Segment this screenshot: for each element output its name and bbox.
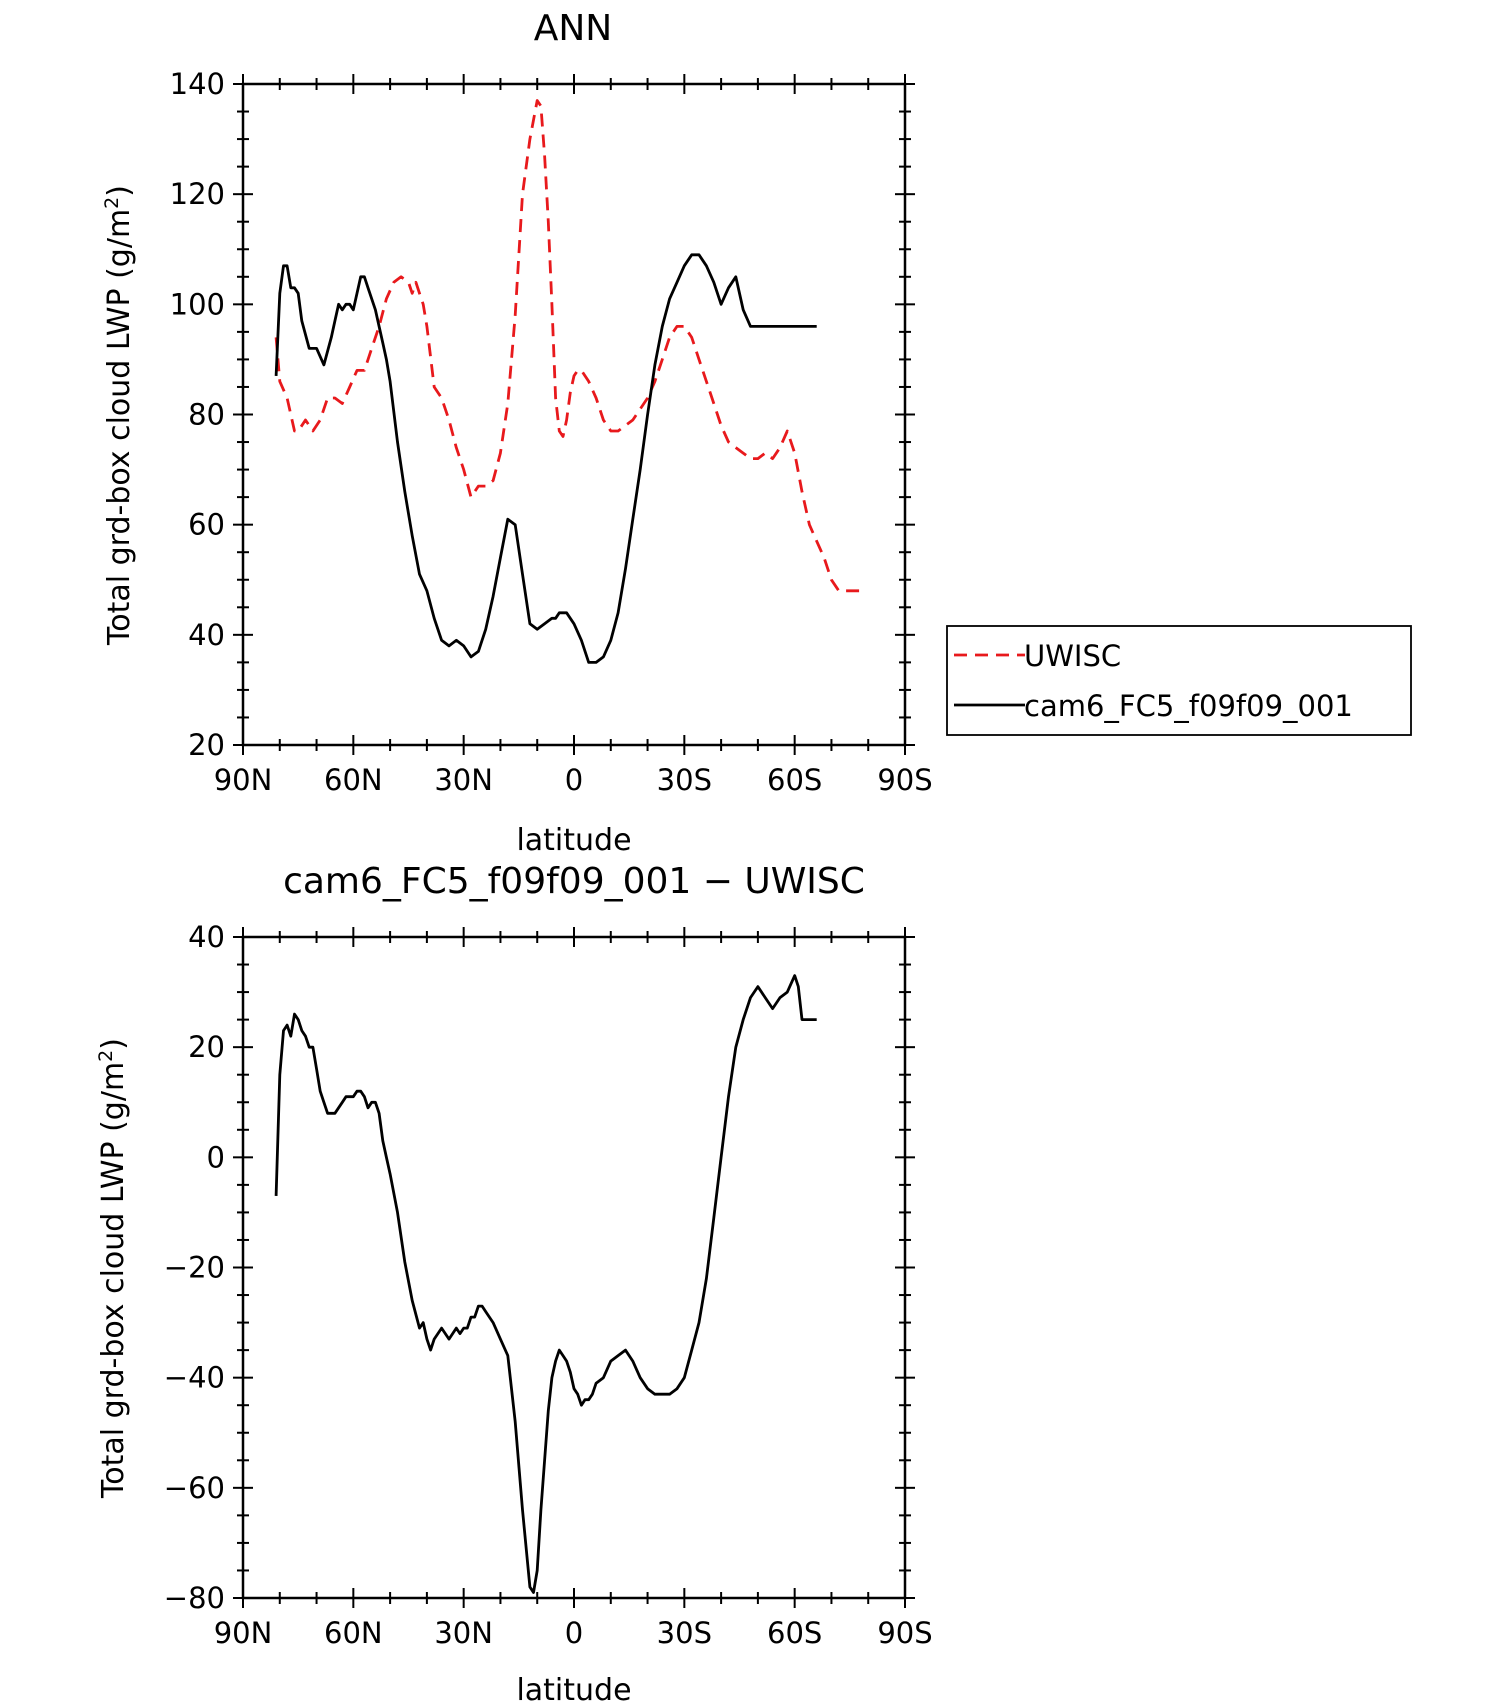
y-tick-label: 100 (170, 287, 225, 321)
chart-title: ANN (534, 8, 613, 49)
y-axis-label-superscript: 2 (95, 1050, 117, 1062)
legend: UWISC cam6_FC5_f09f09_001 (946, 625, 1412, 736)
x-tick-label: 90N (214, 1616, 273, 1650)
x-tick-label: 60N (324, 1616, 383, 1650)
y-tick-label: 40 (188, 920, 225, 954)
chart-title: cam6_FC5_f09f09_001 − UWISC (283, 861, 865, 902)
y-tick-label: 140 (170, 67, 225, 101)
svg-text:Total grd-box cloud LWP (g/m2): Total grd-box cloud LWP (g/m2) (101, 185, 137, 646)
chart-bottom: cam6_FC5_f09f09_001 − UWISC Total grd-bo… (95, 861, 933, 1702)
x-tick-label: 90N (214, 763, 273, 797)
y-tick-label: −20 (164, 1251, 225, 1285)
tick-labels: 90N 60N 30N 0 30S 60S 90S −80 −60 −40 −20 0 20 40 (164, 920, 933, 1650)
plot-frame (241, 935, 907, 1600)
tick-marks (233, 74, 915, 755)
chart-top: ANN Total grd-box cloud LWP (g/m2) 90N 60… (101, 8, 1412, 858)
series-layer (274, 974, 817, 1594)
legend-box (946, 625, 1412, 736)
x-tick-label: 60S (767, 763, 822, 797)
y-axis-label-end: ) (96, 1038, 131, 1050)
svg-text:Total grd-box cloud LWP (g/m2): Total grd-box cloud LWP (g/m2) (95, 1038, 131, 1499)
y-tick-label: 20 (188, 1030, 225, 1064)
y-tick-label: 0 (207, 1140, 225, 1174)
y-tick-label: 40 (188, 618, 225, 652)
y-axis-label: Total grd-box cloud LWP (g/m2) (101, 185, 137, 646)
x-tick-label: 90S (877, 763, 932, 797)
y-tick-label: 60 (188, 508, 225, 542)
series-line-cam6-fc5-f09f09-001 (274, 253, 817, 664)
y-axis-label-superscript: 2 (101, 197, 123, 209)
y-axis-label-main: Total grd-box cloud LWP (g/m (96, 1062, 131, 1499)
y-axis-label: Total grd-box cloud LWP (g/m2) (95, 1038, 131, 1499)
x-tick-label: 60N (324, 763, 383, 797)
y-tick-label: 20 (188, 728, 225, 762)
x-tick-label: 30S (657, 1616, 712, 1650)
x-tick-label: 0 (565, 763, 583, 797)
x-tick-label: 90S (877, 1616, 932, 1650)
y-axis-label-end: ) (102, 185, 137, 197)
series-line-uwisc (274, 99, 861, 593)
x-axis-label: latitude (516, 823, 631, 858)
y-tick-label: 80 (188, 398, 225, 432)
y-tick-label: −80 (164, 1581, 225, 1615)
legend-label-uwisc: UWISC (1024, 639, 1121, 673)
y-tick-label: −40 (164, 1361, 225, 1395)
y-axis-label-main: Total grd-box cloud LWP (g/m (102, 209, 137, 646)
y-tick-label: −60 (164, 1471, 225, 1505)
series-line-difference (274, 974, 817, 1594)
x-tick-label: 30N (434, 763, 493, 797)
x-axis-label: latitude (516, 1673, 631, 1702)
series-layer (274, 99, 861, 664)
tick-marks (233, 927, 915, 1608)
legend-label-model: cam6_FC5_f09f09_001 (1024, 689, 1353, 723)
y-tick-label: 120 (170, 177, 225, 211)
x-tick-label: 0 (565, 1616, 583, 1650)
x-tick-label: 30S (657, 763, 712, 797)
plot-frame (241, 82, 907, 747)
x-tick-label: 60S (767, 1616, 822, 1650)
tick-labels: 90N 60N 30N 0 30S 60S 90S 20 40 60 80 100 120 140 (170, 67, 933, 797)
x-tick-label: 30N (434, 1616, 493, 1650)
